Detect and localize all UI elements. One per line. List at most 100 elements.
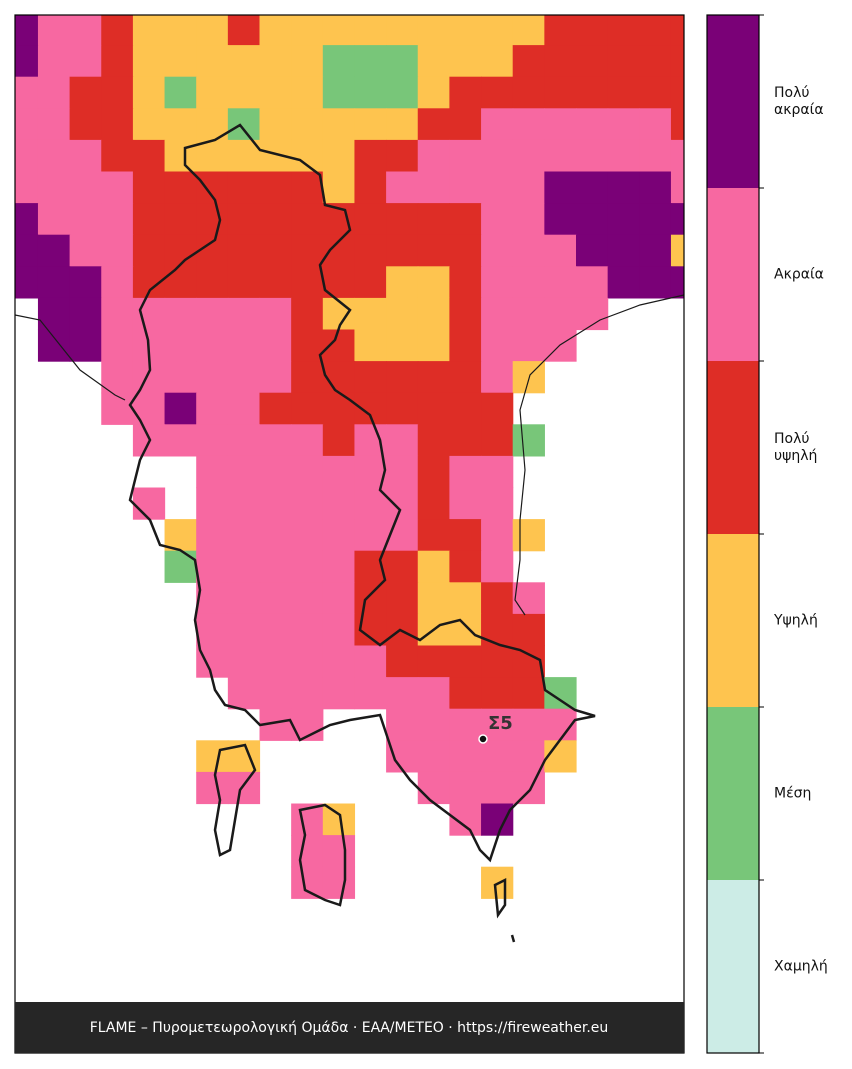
legend-swatch: [707, 534, 759, 707]
grid-cell: [481, 76, 514, 109]
border-line: [15, 314, 126, 401]
grid-cell: [259, 108, 292, 141]
grid-cell: [449, 392, 482, 425]
grid-cell: [512, 15, 545, 46]
grid-cell: [449, 15, 482, 46]
grid-cell: [259, 613, 292, 647]
grid-cell: [386, 234, 419, 267]
grid-cell: [512, 329, 545, 362]
grid-cell: [37, 297, 71, 331]
grid-cell: [386, 361, 419, 394]
grid-cell: [196, 266, 229, 299]
grid-cell: [69, 266, 102, 299]
grid-cell: [607, 139, 640, 173]
grid-cell: [354, 15, 387, 46]
grid-cell: [227, 550, 261, 583]
island: [493, 877, 507, 919]
grid-cell: [227, 519, 261, 552]
grid-cell: [670, 203, 684, 236]
grid-cell: [196, 487, 229, 520]
grid-cell: [512, 297, 545, 331]
grid-cell: [227, 15, 261, 46]
grid-cell: [544, 108, 577, 141]
grid-cell: [164, 392, 197, 425]
grid-cell: [354, 519, 387, 552]
grid-cell: [132, 392, 166, 425]
footer-bar: [15, 1002, 684, 1053]
grid-cell: [449, 171, 482, 204]
grid-cell: [132, 297, 166, 331]
grid-cell: [69, 139, 102, 173]
grid-cell: [164, 234, 197, 267]
grid-cell: [15, 203, 39, 236]
grid-cell: [15, 76, 39, 109]
grid-cell: [481, 677, 514, 710]
grid-cell: [417, 234, 450, 267]
grid-cell: [291, 487, 324, 520]
grid-cell: [417, 519, 450, 552]
grid-cell: [291, 139, 324, 173]
grid-cell: [386, 203, 419, 236]
grid-cell: [196, 297, 229, 331]
legend-label: Πολύ ακραία: [774, 84, 824, 118]
grid-cell: [291, 835, 324, 868]
grid-cell: [101, 76, 134, 109]
grid-cell: [607, 76, 640, 109]
grid-cell: [291, 613, 324, 647]
grid-cell: [386, 582, 419, 615]
grid-cell: [132, 108, 166, 141]
grid-cell: [291, 234, 324, 267]
grid-cell: [670, 108, 684, 141]
grid-cell: [196, 455, 229, 489]
legend-label: Πολύ υψηλή: [774, 430, 818, 464]
grid-cell: [386, 550, 419, 583]
grid-cell: [354, 392, 387, 425]
grid-cell: [354, 582, 387, 615]
grid-cell: [481, 771, 514, 805]
grid-cell: [101, 297, 134, 331]
grid-cell: [386, 297, 419, 331]
island: [510, 934, 516, 943]
grid-cell: [481, 266, 514, 299]
grid-cell: [227, 108, 261, 141]
grid-cell: [291, 455, 324, 489]
grid-cell: [164, 203, 197, 236]
grid-cell: [291, 424, 324, 457]
grid-cell: [15, 266, 39, 299]
grid-cell: [259, 76, 292, 109]
grid-cell: [417, 645, 450, 678]
grid-cell: [354, 45, 387, 78]
grid-cell: [449, 45, 482, 78]
grid-cell: [386, 487, 419, 520]
grid-cell: [227, 171, 261, 204]
grid-cell: [132, 487, 166, 520]
grid-cell: [15, 171, 39, 204]
grid-cell: [227, 582, 261, 615]
grid-cell: [259, 361, 292, 394]
grid-cell: [386, 45, 419, 78]
grid-cell: [386, 15, 419, 46]
grid-cell: [481, 392, 514, 425]
legend-swatch: [707, 188, 759, 361]
grid-cell: [449, 329, 482, 362]
grid-cell: [37, 108, 71, 141]
grid-cell: [481, 361, 514, 394]
grid-cell: [164, 266, 197, 299]
grid-cell: [259, 329, 292, 362]
grid-cell: [354, 266, 387, 299]
grid-cell: [132, 139, 166, 173]
grid-cell: [291, 15, 324, 46]
legend-label: Υψηλή: [774, 612, 818, 628]
legend-label: Ακραία: [774, 266, 824, 282]
grid-cell: [354, 329, 387, 362]
grid-cell: [291, 519, 324, 552]
grid-cell: [69, 108, 102, 141]
grid-cell: [291, 645, 324, 678]
grid-cell: [639, 203, 672, 236]
grid-cell: [164, 139, 197, 173]
grid-cell: [481, 171, 514, 204]
grid-cell: [639, 76, 672, 109]
grid-cell: [481, 487, 514, 520]
grid-cell: [322, 15, 356, 46]
